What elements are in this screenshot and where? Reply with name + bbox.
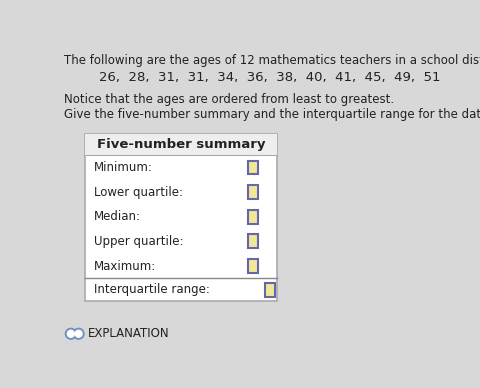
Text: Upper quartile:: Upper quartile: [94, 235, 183, 248]
Circle shape [73, 328, 84, 339]
Text: Notice that the ages are ordered from least to greatest.: Notice that the ages are ordered from le… [64, 93, 394, 106]
Text: Maximum:: Maximum: [94, 260, 156, 272]
Bar [248, 259, 258, 273]
Circle shape [67, 330, 74, 337]
Text: Five-number summary: Five-number summary [96, 138, 265, 151]
Bar [264, 283, 276, 297]
Text: Give the five-number summary and the interquartile range for the data set.: Give the five-number summary and the int… [64, 108, 480, 121]
Text: The following are the ages of 12 mathematics teachers in a school district.: The following are the ages of 12 mathema… [64, 54, 480, 67]
Bar [248, 161, 258, 174]
Text: Interquartile range:: Interquartile range: [94, 283, 210, 296]
Circle shape [75, 330, 82, 337]
Bar [85, 133, 277, 155]
Bar [248, 234, 258, 248]
Text: Minimum:: Minimum: [94, 161, 153, 174]
Bar [248, 210, 258, 223]
Text: EXPLANATION: EXPLANATION [88, 327, 169, 340]
Text: 26,  28,  31,  31,  34,  36,  38,  40,  41,  45,  49,  51: 26, 28, 31, 31, 34, 36, 38, 40, 41, 45, … [99, 71, 440, 84]
Circle shape [65, 328, 76, 339]
Bar [248, 185, 258, 199]
Text: Lower quartile:: Lower quartile: [94, 185, 183, 199]
Bar [85, 133, 277, 301]
Text: Median:: Median: [94, 210, 141, 223]
